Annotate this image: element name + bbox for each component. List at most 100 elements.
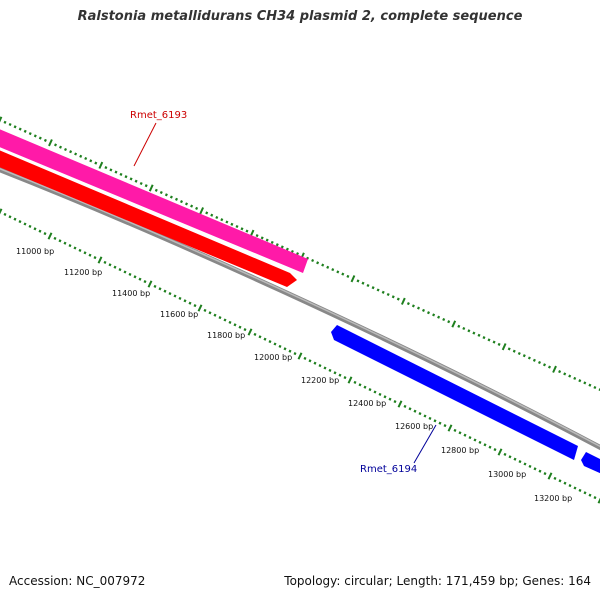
minor-tick (28, 132, 32, 136)
minor-tick (558, 479, 562, 483)
minor-tick (371, 286, 375, 290)
minor-tick (542, 363, 547, 367)
minor-tick (492, 340, 496, 344)
minor-tick (558, 370, 562, 374)
minor-tick (433, 419, 437, 423)
minor-tick (373, 390, 377, 394)
minor-tick (169, 195, 173, 199)
minor-tick (73, 246, 77, 250)
minor-tick (288, 349, 292, 353)
minor-tick (428, 416, 432, 420)
gene-label-rmet-6193[interactable]: Rmet_6193 (130, 110, 187, 121)
minor-tick (308, 359, 312, 363)
minor-tick (144, 184, 148, 188)
minor-tick (84, 156, 88, 161)
minor-tick (193, 304, 197, 308)
minor-tick (243, 328, 247, 332)
minor-tick (23, 129, 27, 133)
minor-tick (386, 292, 390, 297)
minor-tick (343, 376, 347, 380)
minor-tick (543, 472, 547, 476)
minor-tick (438, 421, 442, 425)
minor-tick (331, 268, 335, 272)
minor-tick (523, 462, 527, 466)
minor-tick (568, 374, 572, 378)
minor-tick (89, 159, 93, 163)
gene-feature-rmet-6193-outer[interactable] (0, 121, 308, 273)
minor-tick (233, 323, 237, 327)
minor-tick (437, 315, 441, 319)
minor-tick (538, 469, 542, 473)
minor-tick (396, 297, 400, 301)
minor-tick (225, 220, 229, 224)
minor-tick (508, 455, 512, 459)
minor-tick (93, 256, 97, 260)
minor-tick (518, 460, 522, 464)
minor-tick (533, 467, 537, 471)
minor-tick (522, 354, 526, 358)
minor-tick (318, 364, 322, 368)
major-tick (98, 161, 104, 169)
major-tick (0, 116, 3, 123)
minor-tick (23, 222, 27, 226)
minor-tick (513, 457, 517, 461)
gene-feature-next[interactable] (581, 452, 600, 482)
minor-tick (58, 239, 62, 243)
minor-tick (63, 241, 67, 245)
minor-tick (208, 311, 212, 315)
minor-tick (512, 349, 516, 353)
minor-tick (258, 335, 262, 339)
minor-tick (245, 229, 249, 233)
major-tick (400, 297, 406, 305)
scale-label: 13000 bp (488, 470, 526, 479)
minor-tick (323, 366, 327, 370)
gene-feature-rmet-6193[interactable] (0, 142, 297, 287)
minor-tick (263, 337, 267, 341)
minor-tick (18, 220, 22, 224)
minor-tick (563, 481, 567, 485)
minor-tick (457, 324, 461, 328)
minor-tick (143, 280, 147, 284)
minor-tick (487, 338, 491, 342)
scale-label: 12200 bp (301, 376, 339, 385)
minor-tick (235, 224, 239, 229)
minor-tick (458, 431, 462, 435)
gene-feature-rmet-6194[interactable] (331, 325, 578, 460)
minor-tick (356, 279, 360, 283)
major-tick (197, 304, 203, 312)
minor-tick (482, 336, 486, 340)
minor-tick (3, 120, 7, 124)
minor-tick (293, 352, 297, 356)
minor-tick (311, 258, 315, 263)
minor-tick (338, 373, 342, 377)
scale-labels: 11000 bp 11200 bp 11400 bp 11600 bp 1180… (16, 247, 572, 503)
minor-tick (109, 168, 113, 172)
minor-tick (210, 213, 214, 217)
minor-tick (58, 145, 63, 149)
major-tick (497, 448, 503, 456)
minor-tick (366, 283, 370, 288)
minor-tick (313, 361, 317, 365)
minor-tick (270, 240, 274, 244)
topology-text: Topology: circular; Length: 171,459 bp; … (284, 574, 591, 588)
minor-tick (154, 188, 158, 192)
minor-tick (321, 263, 325, 267)
minor-tick (129, 177, 133, 181)
minor-tick (361, 281, 365, 285)
minor-tick (38, 136, 42, 140)
major-tick (148, 184, 154, 192)
minor-tick (358, 383, 362, 387)
minor-tick (453, 428, 457, 432)
minor-tick (69, 150, 73, 154)
minor-tick (467, 329, 471, 333)
minor-tick (273, 342, 277, 346)
minor-tick (336, 270, 340, 274)
gene-leader-rmet-6193 (133, 122, 157, 167)
minor-tick (278, 344, 282, 348)
minor-tick (43, 232, 47, 236)
minor-tick (363, 385, 367, 389)
major-tick (297, 352, 303, 360)
gene-label-rmet-6194[interactable]: Rmet_6194 (360, 464, 417, 475)
minor-tick (103, 260, 107, 264)
